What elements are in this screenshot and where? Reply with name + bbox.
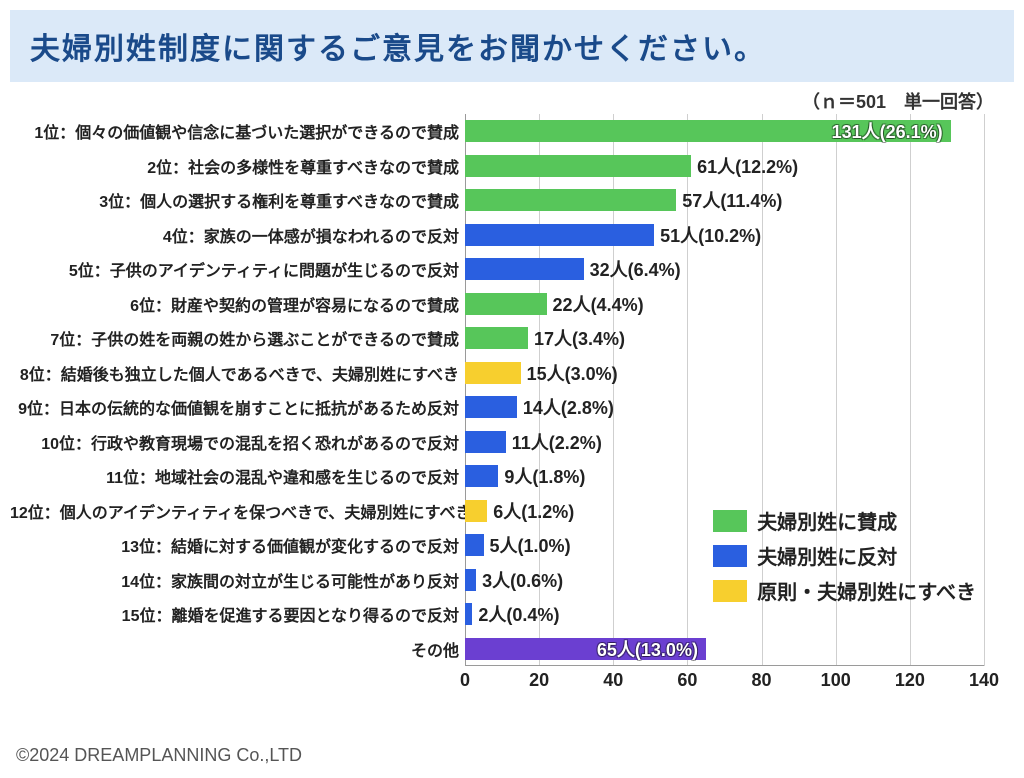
category-label: 8位：結婚後も独立した個人であるべきで、夫婦別姓にすべき bbox=[10, 361, 465, 385]
chart-area: 0 20 40 60 80 100 120 140 1位：個々の価値観や信念に基づいた選択がで… bbox=[10, 114, 1014, 714]
bar-track: 17人(3.4%) bbox=[465, 322, 984, 355]
legend-label: 原則・夫婦別姓にすべき bbox=[757, 576, 976, 605]
x-tick-label: 100 bbox=[821, 670, 851, 691]
bar-row: 5位：子供のアイデンティティに問題が生じるので反対32人(6.4%) bbox=[10, 253, 984, 286]
bar: 15人(3.0%) bbox=[465, 362, 521, 384]
x-tick-label: 20 bbox=[529, 670, 549, 691]
x-tick-label: 80 bbox=[752, 670, 772, 691]
bar-value-label: 15人(3.0%) bbox=[527, 360, 618, 386]
bar: 57人(11.4%) bbox=[465, 189, 676, 211]
bar: 51人(10.2%) bbox=[465, 224, 654, 246]
category-label: 15位：離婚を促進する要因となり得るので反対 bbox=[10, 602, 465, 626]
bar-row: 6位：財産や契約の管理が容易になるので賛成22人(4.4%) bbox=[10, 287, 984, 320]
bar-value-label: 2人(0.4%) bbox=[478, 601, 559, 627]
bar-value-label: 57人(11.4%) bbox=[682, 187, 782, 213]
bar-track: 15人(3.0%) bbox=[465, 356, 984, 389]
bar: 17人(3.4%) bbox=[465, 327, 528, 349]
bar: 32人(6.4%) bbox=[465, 258, 584, 280]
x-tick-label: 40 bbox=[603, 670, 623, 691]
category-label: その他 bbox=[10, 637, 465, 661]
chart-title: 夫婦別姓制度に関するご意見をお聞かせください。 bbox=[30, 24, 994, 68]
category-label: 2位：社会の多様性を尊重すべきなので賛成 bbox=[10, 154, 465, 178]
bar-track: 11人(2.2%) bbox=[465, 425, 984, 458]
bar: 22人(4.4%) bbox=[465, 293, 547, 315]
bar-value-label: 51人(10.2%) bbox=[660, 222, 761, 248]
bar-value-label: 22人(4.4%) bbox=[553, 291, 644, 317]
legend-label: 夫婦別姓に反対 bbox=[757, 541, 897, 570]
category-label: 13位：結婚に対する価値観が変化するので反対 bbox=[10, 533, 465, 557]
category-label: 3位：個人の選択する権利を尊重すべきなので賛成 bbox=[10, 188, 465, 212]
bar-row: 11位：地域社会の混乱や違和感を生じるので反対9人(1.8%) bbox=[10, 460, 984, 493]
bar-track: 51人(10.2%) bbox=[465, 218, 984, 251]
bar-track: 9人(1.8%) bbox=[465, 460, 984, 493]
bar-value-label: 5人(1.0%) bbox=[490, 532, 571, 558]
x-tick-label: 60 bbox=[677, 670, 697, 691]
bar-value-label: 11人(2.2%) bbox=[512, 429, 602, 455]
bar: 9人(1.8%) bbox=[465, 465, 498, 487]
bar-row: 4位：家族の一体感が損なわれるので反対51人(10.2%) bbox=[10, 218, 984, 251]
bar-track: 65人(13.0%) bbox=[465, 632, 984, 665]
legend-label: 夫婦別姓に賛成 bbox=[757, 506, 897, 535]
bar-value-label: 14人(2.8%) bbox=[523, 394, 614, 420]
bar-value-label: 65人(13.0%) bbox=[597, 636, 698, 662]
bar-row: 2位：社会の多様性を尊重すべきなので賛成61人(12.2%) bbox=[10, 149, 984, 182]
bar: 3人(0.6%) bbox=[465, 569, 476, 591]
category-label: 7位：子供の姓を両親の姓から選ぶことができるので賛成 bbox=[10, 326, 465, 350]
bar: 14人(2.8%) bbox=[465, 396, 517, 418]
legend-swatch bbox=[713, 510, 747, 532]
legend-item: 原則・夫婦別姓にすべき bbox=[713, 576, 976, 605]
bar-row: 8位：結婚後も独立した個人であるべきで、夫婦別姓にすべき15人(3.0%) bbox=[10, 356, 984, 389]
category-label: 4位：家族の一体感が損なわれるので反対 bbox=[10, 223, 465, 247]
copyright: ©2024 DREAMPLANNING Co.,LTD bbox=[16, 745, 302, 766]
bar-row: 7位：子供の姓を両親の姓から選ぶことができるので賛成17人(3.4%) bbox=[10, 322, 984, 355]
bar-value-label: 3人(0.6%) bbox=[482, 567, 563, 593]
category-label: 10位：行政や教育現場での混乱を招く恐れがあるので反対 bbox=[10, 430, 465, 454]
bar: 131人(26.1%) bbox=[465, 120, 951, 142]
x-tick-label: 140 bbox=[969, 670, 999, 691]
bar: 61人(12.2%) bbox=[465, 155, 691, 177]
bar-value-label: 61人(12.2%) bbox=[697, 153, 798, 179]
bar-value-label: 6人(1.2%) bbox=[493, 498, 574, 524]
category-label: 14位：家族間の対立が生じる可能性があり反対 bbox=[10, 568, 465, 592]
category-label: 11位：地域社会の混乱や違和感を生じるので反対 bbox=[10, 464, 465, 488]
bar: 5人(1.0%) bbox=[465, 534, 484, 556]
category-label: 9位：日本の伝統的な価値観を崩すことに抵抗があるため反対 bbox=[10, 395, 465, 419]
bar-track: 14人(2.8%) bbox=[465, 391, 984, 424]
bar-track: 57人(11.4%) bbox=[465, 184, 984, 217]
bar-value-label: 32人(6.4%) bbox=[590, 256, 681, 282]
bar-value-label: 17人(3.4%) bbox=[534, 325, 625, 351]
bar-row: その他 65人(13.0%) bbox=[10, 632, 984, 665]
legend-item: 夫婦別姓に反対 bbox=[713, 541, 976, 570]
bar-track: 22人(4.4%) bbox=[465, 287, 984, 320]
bar: 11人(2.2%) bbox=[465, 431, 506, 453]
grid-line bbox=[984, 114, 985, 666]
bar-row: 1位：個々の価値観や信念に基づいた選択ができるので賛成 131人(26.1%) bbox=[10, 115, 984, 148]
sample-size-note: （ｎ＝501 単一回答） bbox=[0, 82, 1024, 114]
bar-track: 131人(26.1%) bbox=[465, 115, 984, 148]
category-label: 12位：個人のアイデンティティを保つべきで、夫婦別姓にすべき bbox=[10, 499, 465, 523]
bar-track: 61人(12.2%) bbox=[465, 149, 984, 182]
bar-value-label: 9人(1.8%) bbox=[504, 463, 585, 489]
bar-value-label: 131人(26.1%) bbox=[832, 118, 943, 144]
bar: 65人(13.0%) bbox=[465, 638, 706, 660]
bar: 2人(0.4%) bbox=[465, 603, 472, 625]
category-label: 6位：財産や契約の管理が容易になるので賛成 bbox=[10, 292, 465, 316]
legend-swatch bbox=[713, 580, 747, 602]
bar-row: 9位：日本の伝統的な価値観を崩すことに抵抗があるため反対14人(2.8%) bbox=[10, 391, 984, 424]
bar: 6人(1.2%) bbox=[465, 500, 487, 522]
x-tick-label: 120 bbox=[895, 670, 925, 691]
bar-row: 3位：個人の選択する権利を尊重すべきなので賛成57人(11.4%) bbox=[10, 184, 984, 217]
category-label: 5位：子供のアイデンティティに問題が生じるので反対 bbox=[10, 257, 465, 281]
legend-swatch bbox=[713, 545, 747, 567]
bar-track: 32人(6.4%) bbox=[465, 253, 984, 286]
category-label: 1位：個々の価値観や信念に基づいた選択ができるので賛成 bbox=[10, 119, 465, 143]
legend-item: 夫婦別姓に賛成 bbox=[713, 506, 976, 535]
bar-row: 10位：行政や教育現場での混乱を招く恐れがあるので反対11人(2.2%) bbox=[10, 425, 984, 458]
x-tick-label: 0 bbox=[460, 670, 470, 691]
title-bar: 夫婦別姓制度に関するご意見をお聞かせください。 bbox=[10, 10, 1014, 82]
legend: 夫婦別姓に賛成夫婦別姓に反対原則・夫婦別姓にすべき bbox=[713, 506, 976, 611]
